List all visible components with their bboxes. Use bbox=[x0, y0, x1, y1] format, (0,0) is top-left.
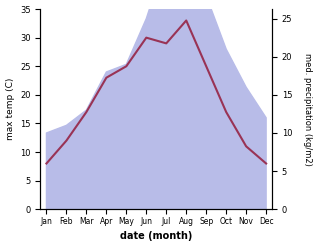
Y-axis label: med. precipitation (kg/m2): med. precipitation (kg/m2) bbox=[303, 53, 313, 165]
X-axis label: date (month): date (month) bbox=[120, 231, 192, 242]
Y-axis label: max temp (C): max temp (C) bbox=[5, 78, 15, 140]
